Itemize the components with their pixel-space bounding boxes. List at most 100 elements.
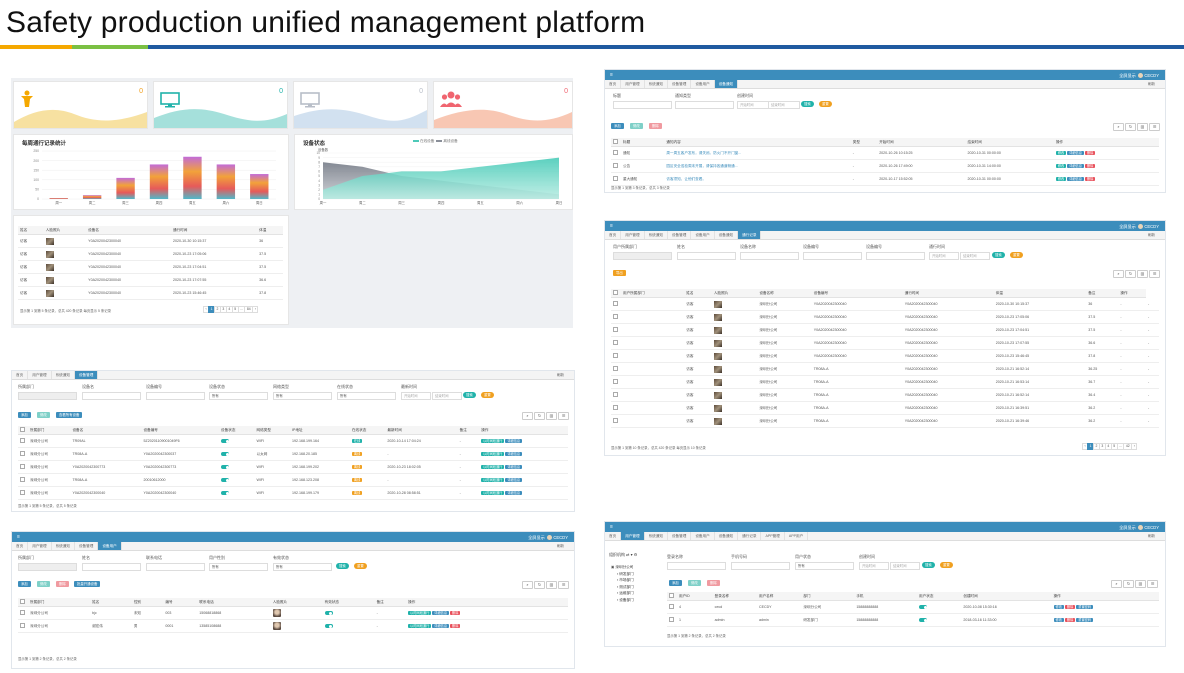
status-select[interactable]: 所有 <box>795 562 854 570</box>
row-checkbox[interactable] <box>18 619 28 633</box>
dept-input[interactable] <box>18 392 77 400</box>
tab-item[interactable]: 通行记录 <box>738 532 762 540</box>
face-photo[interactable] <box>272 622 281 630</box>
edit-button[interactable]: 修改 <box>37 412 50 418</box>
search-button[interactable]: 搜索 <box>801 101 814 107</box>
columns-icon[interactable]: ▥ <box>1137 123 1148 131</box>
tab-item[interactable]: 设备管理 <box>75 542 99 550</box>
time-pass-button[interactable]: 以时间段通行 <box>481 477 505 483</box>
search-icon[interactable]: ⌕ <box>1113 123 1124 131</box>
face-photo[interactable] <box>713 339 722 347</box>
export-icon[interactable]: ☰ <box>1149 123 1160 131</box>
edit-button[interactable]: 修改 <box>688 580 701 586</box>
detail-row-button[interactable]: 详细信息 <box>1067 150 1084 156</box>
end-date-input[interactable]: 结束时间 <box>432 392 462 400</box>
tab-item[interactable]: 设备管理 <box>668 532 692 540</box>
delete-row-button[interactable]: 删除 <box>450 623 461 629</box>
row-checkbox[interactable] <box>611 388 621 402</box>
tab-item[interactable]: 首页 <box>605 532 622 540</box>
tab-item[interactable]: 用户管理 <box>621 231 645 239</box>
face-photo[interactable] <box>713 326 722 334</box>
edit-row-button[interactable]: 修改 <box>1053 617 1064 623</box>
tab-item[interactable]: APP管理 <box>761 532 785 540</box>
delete-row-button[interactable]: 删除 <box>1084 176 1096 182</box>
tab-refresh[interactable]: 刷新 <box>1147 534 1155 538</box>
time-pass-button[interactable]: 以时间段通行 <box>481 438 505 444</box>
delete-row-button[interactable]: 删除 <box>450 610 461 616</box>
delete-button[interactable]: 删除 <box>707 580 720 586</box>
row-checkbox[interactable] <box>611 297 621 311</box>
time-pass-button[interactable]: 以时间段通行 <box>481 464 505 470</box>
tab-item[interactable]: 设备管理 <box>668 231 692 239</box>
detail-row-button[interactable]: 详细信息 <box>1067 176 1084 182</box>
tab-item[interactable]: 设备通知 <box>715 532 739 540</box>
gender-select[interactable]: 所有 <box>209 563 268 571</box>
tab-item[interactable]: 设备通知 <box>715 231 739 239</box>
tab-item[interactable]: 系统通知 <box>52 371 75 379</box>
delete-row-button[interactable]: 删除 <box>1064 604 1076 610</box>
row-checkbox[interactable] <box>611 401 621 415</box>
status-toggle[interactable] <box>221 491 230 496</box>
tree-node[interactable]: ▪ 市场部门 <box>611 577 634 584</box>
tab-item[interactable]: 系统通知 <box>52 542 75 550</box>
status-toggle[interactable] <box>324 611 333 616</box>
add-button[interactable]: 添加 <box>669 580 682 586</box>
refresh-icon[interactable]: ↻ <box>1125 270 1136 278</box>
search-button[interactable]: 搜索 <box>992 252 1005 258</box>
reset-password-button[interactable]: 重置密码 <box>1076 604 1094 610</box>
export-icon[interactable]: ☰ <box>1149 270 1160 278</box>
face-photo[interactable] <box>45 263 54 271</box>
type-select[interactable] <box>675 101 734 109</box>
detail-row-button[interactable]: 详细信息 <box>505 438 523 444</box>
bar-2[interactable] <box>116 177 135 199</box>
user-name[interactable]: CECDY <box>1144 223 1159 229</box>
row-checkbox[interactable] <box>611 375 621 389</box>
face-photo[interactable] <box>45 250 54 258</box>
row-checkbox[interactable] <box>18 460 28 474</box>
online-select[interactable]: 所有 <box>337 392 396 400</box>
status-toggle[interactable] <box>919 618 928 623</box>
tree-node[interactable]: ▪ 研发部门 <box>611 571 634 578</box>
bar-0[interactable] <box>49 198 68 199</box>
row-checkbox[interactable] <box>611 172 621 186</box>
reset-button[interactable]: 重置 <box>940 562 953 568</box>
tab-refresh[interactable]: 刷新 <box>1147 82 1155 86</box>
add-button[interactable]: 添加 <box>18 581 31 587</box>
bar-4[interactable] <box>183 156 202 199</box>
menu-icon[interactable]: ≡ <box>610 72 613 78</box>
time-pass-button[interactable]: 以时间段通行 <box>408 610 432 616</box>
device-no-input-2[interactable] <box>866 252 925 260</box>
menu-icon[interactable]: ≡ <box>610 524 613 530</box>
row-checkbox[interactable] <box>18 486 28 500</box>
bar-6[interactable] <box>250 174 269 199</box>
row-checkbox[interactable] <box>611 310 621 324</box>
row-checkbox[interactable] <box>611 414 621 428</box>
tab-item[interactable]: 用户管理 <box>621 80 645 88</box>
delete-row-button[interactable]: 删除 <box>1084 163 1096 169</box>
tab-refresh[interactable]: 刷新 <box>1147 233 1155 237</box>
row-checkbox[interactable] <box>18 606 28 620</box>
fullscreen-link[interactable]: 全屏显示 <box>528 534 545 540</box>
face-photo[interactable] <box>45 289 54 297</box>
start-date-input[interactable]: 开始时间 <box>859 562 889 570</box>
status-toggle[interactable] <box>221 478 230 483</box>
tab-item[interactable]: 首页 <box>605 80 622 88</box>
status-toggle[interactable] <box>919 605 928 610</box>
search-button[interactable]: 搜索 <box>922 562 935 568</box>
time-pass-button[interactable]: 以时间段通行 <box>481 490 505 496</box>
refresh-icon[interactable]: ↻ <box>534 581 545 589</box>
tab-item[interactable]: 设备用户 <box>691 80 715 88</box>
edit-button[interactable]: 修改 <box>630 123 643 129</box>
tab-refresh[interactable]: 刷新 <box>556 544 564 548</box>
face-photo[interactable] <box>45 276 54 284</box>
row-checkbox[interactable] <box>611 323 621 337</box>
start-date-input[interactable]: 开始时间 <box>737 101 769 109</box>
face-photo[interactable] <box>713 352 722 360</box>
status-select[interactable]: 所有 <box>273 563 332 571</box>
row-checkbox[interactable] <box>611 349 621 363</box>
fullscreen-link[interactable]: 全屏显示 <box>1119 524 1136 530</box>
row-checkbox[interactable] <box>18 473 28 487</box>
delete-button[interactable]: 删除 <box>649 123 662 129</box>
tree-node[interactable]: ▪ 设备部门 <box>611 597 634 604</box>
user-name[interactable]: CECDY <box>553 534 568 540</box>
